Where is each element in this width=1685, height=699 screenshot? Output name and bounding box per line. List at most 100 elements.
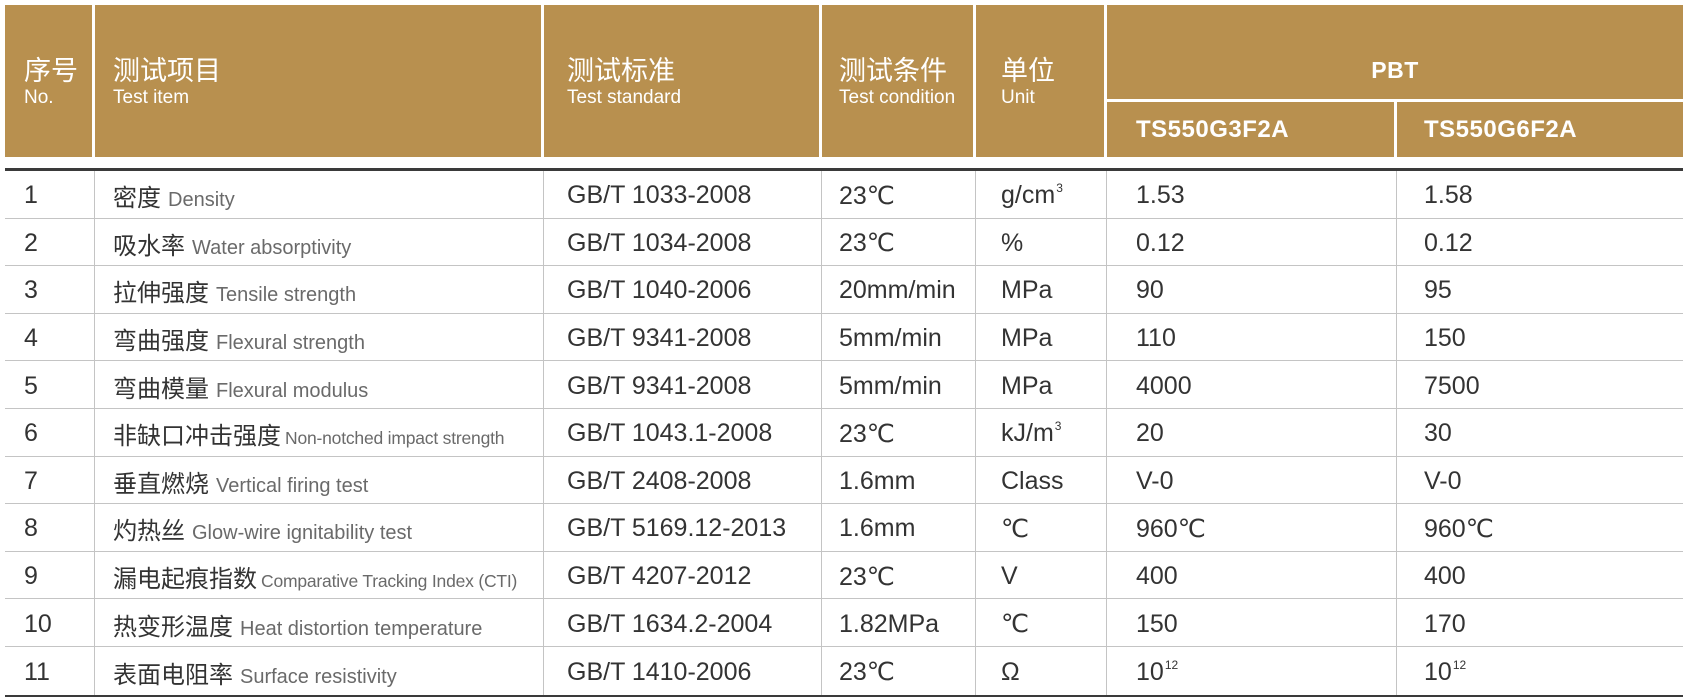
value-ts550g3f2a: 0.12 <box>1107 218 1397 266</box>
table-row-10: 10 热变形温度 Heat distortion temperature GB/T… <box>5 599 1683 647</box>
unit: MPa <box>976 313 1107 361</box>
header-no-zh: 序号 <box>24 56 78 86</box>
header-test-item-en: Test item <box>113 87 190 108</box>
test-item-en: Tensile strength <box>216 284 357 307</box>
row-number: 9 <box>5 551 95 599</box>
test-item-en: Glow-wire ignitability test <box>192 522 413 545</box>
header-grade-2: TS550G6F2A <box>1424 115 1578 143</box>
table-row-9: 9 漏电起痕指数 Comparative Tracking Index (CTI)… <box>5 551 1683 600</box>
test-standard: GB/T 1634.2-2004 <box>544 599 822 646</box>
test-item: 漏电起痕指数 Comparative Tracking Index (CTI) <box>113 559 517 594</box>
test-item: 弯曲强度 Flexural strength <box>113 321 365 356</box>
test-item-en: Flexural strength <box>216 332 365 355</box>
test-item-en: Density <box>168 189 235 212</box>
test-item-en: Surface resistivity <box>240 665 397 688</box>
test-item-zh: 灼热丝 <box>113 518 185 546</box>
test-condition: 23℃ <box>822 551 976 599</box>
test-item-zh: 弯曲模量 <box>113 375 209 403</box>
table-row-8: 8 灼热丝 Glow-wire ignitability test GB/T 51… <box>5 504 1683 552</box>
header-unit-en: Unit <box>1001 87 1035 108</box>
test-item-cell: 吸水率 Water absorptivity <box>95 218 544 266</box>
value-ts550g3f2a: V-0 <box>1107 456 1397 504</box>
unit: kJ/m3 <box>1001 419 1061 448</box>
test-item-cell: 表面电阻率 Surface resistivity <box>95 646 544 695</box>
unit-text: g/cm <box>1001 181 1056 210</box>
value-ts550g6f2a: 30 <box>1424 419 1452 448</box>
row-number: 3 <box>5 266 95 313</box>
unit: g/cm3 <box>1001 181 1063 210</box>
value-ts550g6f2a: 150 <box>1424 324 1466 353</box>
test-standard: GB/T 2408-2008 <box>544 456 822 504</box>
value-ts550g6f2a: 95 <box>1424 276 1452 305</box>
table-row-6: 6 非缺口冲击强度 Non-notched impact strength GB/… <box>5 408 1683 457</box>
test-standard: GB/T 1033-2008 <box>544 171 822 218</box>
test-item-cell: 热变形温度 Heat distortion temperature <box>95 599 544 646</box>
test-item: 表面电阻率 Surface resistivity <box>113 655 397 690</box>
table-body: 1 密度 Density GB/T 1033-2008 23℃ g/cm3 1.5… <box>5 168 1683 697</box>
test-condition: 23℃ <box>822 408 976 456</box>
test-standard: GB/T 1040-2006 <box>544 266 822 313</box>
header-test-standard-en: Test standard <box>567 87 682 108</box>
test-item-cell: 弯曲强度 Flexural strength <box>95 313 544 361</box>
test-item-zh: 拉伸强度 <box>113 280 209 308</box>
test-item-en: Water absorptivity <box>192 236 352 259</box>
test-item-cell: 垂直燃烧 Vertical firing test <box>95 456 544 504</box>
header-test-condition: 测试条件 Test condition <box>822 5 976 157</box>
test-item: 吸水率 Water absorptivity <box>113 226 351 261</box>
test-condition: 1.6mm <box>822 456 976 504</box>
table-header: 序号 No. 测试项目 Test item 测试标准 Test standard… <box>5 5 1683 157</box>
header-grade-1: TS550G3F2A <box>1107 102 1397 157</box>
test-condition: 20mm/min <box>822 266 976 313</box>
test-condition: 23℃ <box>822 218 976 266</box>
test-item-en: Flexural modulus <box>216 379 369 402</box>
row-number: 8 <box>5 504 95 551</box>
row-number: 6 <box>5 408 95 456</box>
test-condition: 1.82MPa <box>822 599 976 646</box>
test-item-en: Comparative Tracking Index (CTI) <box>261 571 518 592</box>
header-test-item: 测试项目 Test item <box>95 5 544 157</box>
value-ts550g6f2a: 0.12 <box>1424 228 1473 257</box>
value-ts550g3f2a: 20 <box>1107 408 1397 456</box>
value-ts550g6f2a: 960℃ <box>1424 514 1494 543</box>
unit: MPa <box>976 266 1107 313</box>
row-number: 11 <box>5 646 95 695</box>
value-base: 10 <box>1424 657 1452 686</box>
header-no-en: No. <box>24 87 54 108</box>
test-item: 弯曲模量 Flexural modulus <box>113 369 368 404</box>
unit: ℃ <box>976 504 1107 551</box>
unit: MPa <box>976 361 1107 408</box>
test-item-cell: 非缺口冲击强度 Non-notched impact strength <box>95 408 544 456</box>
header-grades: TS550G3F2A TS550G6F2A <box>1107 102 1683 157</box>
value-ts550g3f2a: 4000 <box>1107 361 1397 408</box>
header-test-item-zh: 测试项目 <box>113 56 221 86</box>
value-base: 10 <box>1136 657 1164 686</box>
table-row-3: 3 拉伸强度 Tensile strength GB/T 1040-2006 20… <box>5 266 1683 314</box>
value-ts550g6f2a: 1012 <box>1424 658 1466 687</box>
test-standard: GB/T 1043.1-2008 <box>544 408 822 456</box>
unit: ℃ <box>976 599 1107 646</box>
value-ts550g6f2a-cell: 1012 <box>1397 647 1683 695</box>
value-exponent: 12 <box>1164 657 1179 672</box>
test-condition: 23℃ <box>822 171 976 218</box>
value-ts550g3f2a: 400 <box>1107 551 1397 599</box>
header-material: PBT <box>1107 5 1683 102</box>
unit: Class <box>976 456 1107 504</box>
header-material-group: PBT TS550G3F2A TS550G6F2A <box>1107 5 1683 157</box>
value-ts550g3f2a: 1012 <box>1136 658 1178 687</box>
test-item: 热变形温度 Heat distortion temperature <box>113 607 482 642</box>
unit: % <box>976 218 1107 266</box>
unit-superscript: 3 <box>1056 181 1063 196</box>
unit: Ω <box>976 646 1107 695</box>
value-ts550g3f2a: 1.53 <box>1107 171 1397 218</box>
test-item: 密度 Density <box>113 178 235 213</box>
test-item-en: Heat distortion temperature <box>240 617 483 640</box>
unit-superscript: 3 <box>1054 419 1062 434</box>
table-row-7: 7 垂直燃烧 Vertical firing test GB/T 2408-200… <box>5 456 1683 505</box>
test-item-zh: 热变形温度 <box>113 613 233 641</box>
header-unit: 单位 Unit <box>976 5 1107 157</box>
unit: V <box>976 551 1107 599</box>
test-item-zh: 吸水率 <box>113 232 185 260</box>
test-item-cell: 漏电起痕指数 Comparative Tracking Index (CTI) <box>95 551 544 599</box>
test-item-cell: 弯曲模量 Flexural modulus <box>95 361 544 408</box>
test-standard: GB/T 9341-2008 <box>544 361 822 408</box>
